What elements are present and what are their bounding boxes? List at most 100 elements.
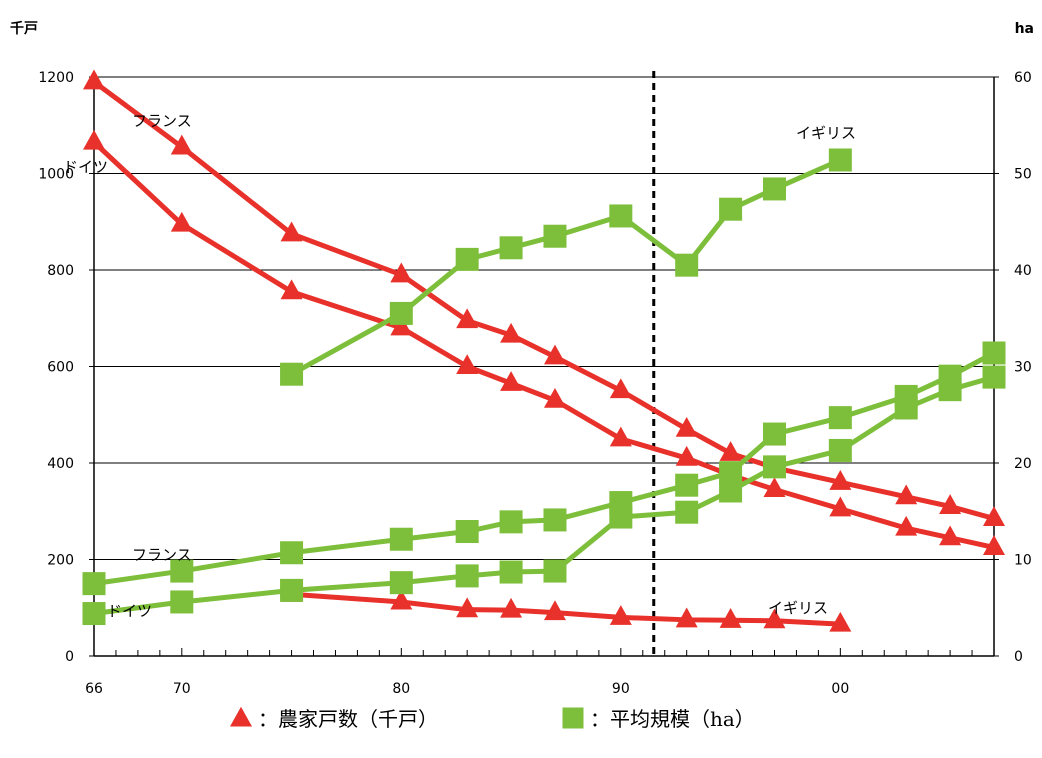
- grid-lines: [94, 76, 994, 560]
- avg-size-point: [675, 473, 699, 497]
- avg-size-point: [543, 559, 567, 583]
- left-tick-label: 0: [65, 649, 74, 665]
- households-point: [500, 322, 523, 343]
- households-point: [939, 494, 962, 514]
- avg-size-point: [389, 527, 413, 551]
- right-tick-label: 10: [1014, 553, 1032, 569]
- avg-size-point: [280, 362, 304, 386]
- axes: 66 70 80 90 00020040060080010001200010203040…: [10, 20, 1034, 697]
- avg-size-point: [389, 571, 413, 595]
- right-tick-label: 50: [1014, 167, 1032, 183]
- households-series: [83, 69, 1005, 527]
- households-point: [390, 315, 413, 336]
- series-layer: [82, 69, 1006, 632]
- right-tick-label: 20: [1014, 456, 1032, 472]
- left-tick-label: 1000: [38, 167, 74, 183]
- avg-size-point: [455, 247, 479, 271]
- households-point: [895, 515, 918, 536]
- x-tick-label: 00: [831, 681, 849, 697]
- right-tick-label: 30: [1014, 360, 1032, 376]
- left-tick-label: 400: [47, 456, 74, 472]
- avg-size-point: [280, 578, 304, 602]
- households-point: [170, 134, 193, 155]
- households-point: [543, 387, 566, 408]
- households-point: [500, 597, 523, 618]
- avg-size-point: [455, 520, 479, 544]
- households-point: [719, 441, 742, 461]
- avg-size-point: [762, 177, 786, 201]
- avg-size-point: [762, 422, 786, 446]
- avg-size-line: [93, 350, 996, 587]
- households-point: [543, 344, 566, 365]
- avg-size-series: [82, 341, 1006, 596]
- series-label: イギリス: [796, 124, 856, 142]
- households-point: [83, 69, 105, 90]
- right-axis-unit: ha: [1015, 21, 1034, 37]
- avg-size-point: [543, 508, 567, 532]
- households-point: [280, 221, 303, 242]
- series-label: ドイツ: [107, 602, 152, 620]
- households-series: [280, 581, 852, 632]
- series-label: フランス: [132, 546, 192, 564]
- households-point: [939, 525, 962, 546]
- avg-size-point: [828, 438, 852, 462]
- avg-size-point: [982, 341, 1006, 365]
- avg-size-line: [290, 157, 842, 377]
- left-tick-label: 800: [47, 263, 74, 279]
- avg-size-point: [609, 204, 633, 228]
- avg-size-point: [828, 148, 852, 172]
- avg-size-point: [170, 590, 194, 614]
- avg-size-point: [543, 224, 567, 248]
- left-tick-label: 600: [47, 360, 74, 376]
- households-point: [829, 611, 852, 632]
- households-point: [609, 378, 632, 399]
- households-point: [675, 445, 698, 466]
- avg-size-point: [609, 505, 633, 529]
- right-tick-label: 0: [1014, 649, 1023, 665]
- households-series: [83, 129, 1005, 555]
- avg-size-point: [894, 396, 918, 420]
- households-point: [456, 354, 479, 375]
- left-tick-label: 200: [47, 553, 74, 569]
- households-line: [291, 591, 841, 627]
- households-line: [92, 79, 995, 521]
- households-point: [719, 608, 742, 628]
- series-label: イギリス: [768, 599, 828, 617]
- avg-size-point: [719, 197, 743, 221]
- avg-size-point: [82, 572, 106, 596]
- x-tick-label: 90: [612, 681, 630, 697]
- series-label: ドイツ: [63, 158, 108, 176]
- avg-size-point: [762, 455, 786, 479]
- households-point: [390, 589, 413, 610]
- avg-size-point: [82, 602, 106, 626]
- households-point: [500, 371, 523, 391]
- households-point: [829, 496, 852, 517]
- households-point: [763, 477, 786, 498]
- left-axis-unit: 千戸: [10, 20, 38, 37]
- households-point: [83, 129, 105, 150]
- avg-size-point: [499, 510, 523, 534]
- right-tick-label: 60: [1014, 70, 1032, 86]
- x-tick-label: 70: [173, 681, 191, 697]
- households-point: [895, 484, 918, 505]
- avg-size-point: [982, 365, 1006, 389]
- households-point: [456, 308, 479, 329]
- left-tick-label: 1200: [38, 70, 74, 86]
- households-point: [983, 506, 1005, 527]
- x-tick-label: 66: [85, 681, 103, 697]
- avg-size-point: [280, 541, 304, 565]
- avg-size-point: [389, 301, 413, 325]
- households-point: [280, 279, 303, 300]
- legend-square-marker: [562, 707, 584, 729]
- avg-size-point: [499, 236, 523, 260]
- avg-size-point: [828, 406, 852, 430]
- legend-avg-size-text: ：平均規模（ha）: [590, 707, 755, 731]
- households-point: [456, 597, 479, 618]
- x-tick-label: 80: [392, 681, 410, 697]
- households-point: [170, 211, 193, 232]
- households-point: [983, 535, 1005, 555]
- avg-size-series: [82, 365, 1006, 626]
- households-point: [390, 262, 413, 283]
